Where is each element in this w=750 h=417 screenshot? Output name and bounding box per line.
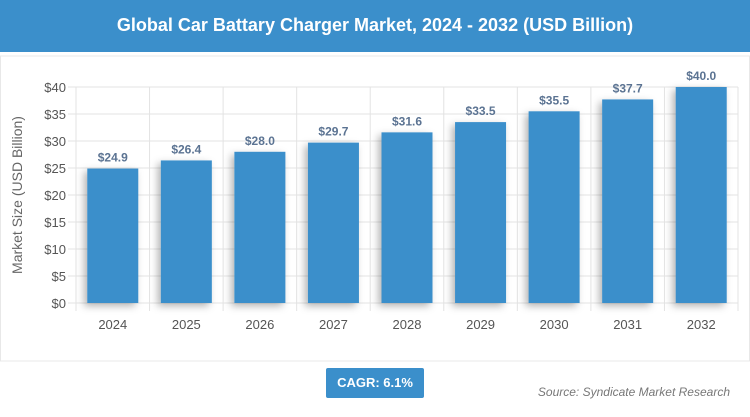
y-tick-label: $20 [44, 188, 66, 203]
bar [381, 132, 433, 303]
data-label: $29.7 [318, 125, 348, 139]
y-tick-label: $0 [52, 296, 66, 311]
data-label: $28.0 [245, 134, 275, 148]
x-tick-label: 2027 [319, 317, 348, 332]
bar [307, 142, 359, 303]
bar [528, 111, 580, 303]
y-tick-label: $30 [44, 134, 66, 149]
bar [87, 168, 139, 303]
data-label: $37.7 [613, 81, 643, 95]
data-label: $33.5 [466, 104, 496, 118]
y-axis-title: Market Size (USD Billion) [9, 116, 25, 274]
data-label: $26.4 [171, 142, 201, 156]
bar [455, 122, 507, 303]
x-tick-label: 2025 [172, 317, 201, 332]
y-tick-label: $5 [52, 269, 66, 284]
x-tick-label: 2030 [540, 317, 569, 332]
x-tick-label: 2032 [687, 317, 716, 332]
y-tick-label: $25 [44, 161, 66, 176]
bar-chart: $0 $5 $10 $15 $20 $25 $30 $35 $40 $24.9 2024 $26.4 2… [0, 55, 750, 362]
x-tick-label: 2024 [98, 317, 127, 332]
bar [160, 160, 212, 303]
bar [602, 99, 654, 303]
data-label: $24.9 [98, 151, 128, 165]
data-label: $40.0 [686, 69, 716, 83]
y-tick-label: $35 [44, 107, 66, 122]
cagr-badge: CAGR: 6.1% [326, 368, 424, 398]
data-label: $31.6 [392, 114, 422, 128]
x-tick-label: 2026 [245, 317, 274, 332]
y-tick-label: $40 [44, 80, 66, 95]
bar [234, 151, 286, 303]
bar [675, 87, 727, 303]
chart-title: Global Car Battary Charger Market, 2024 … [0, 0, 750, 52]
x-tick-label: 2031 [613, 317, 642, 332]
data-label: $35.5 [539, 93, 569, 107]
y-tick-label: $10 [44, 242, 66, 257]
source-note: Source: Syndicate Market Research [537, 385, 730, 399]
x-tick-label: 2029 [466, 317, 495, 332]
y-tick-label: $15 [44, 215, 66, 230]
x-tick-label: 2028 [393, 317, 422, 332]
